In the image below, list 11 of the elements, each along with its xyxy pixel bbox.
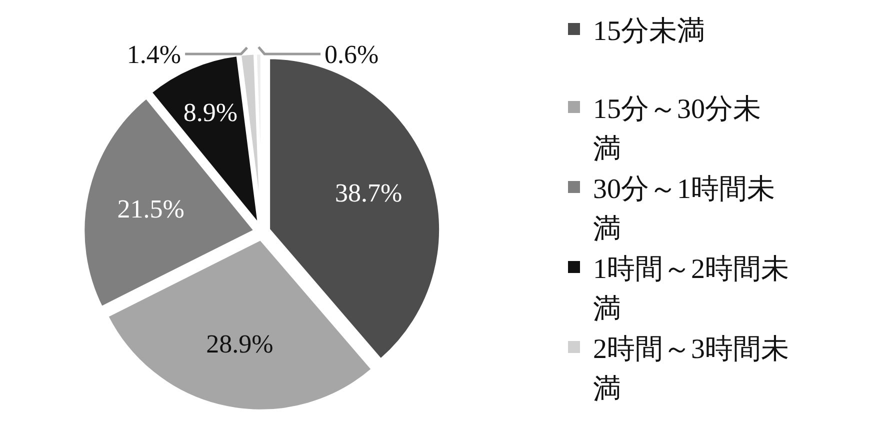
data-label: 1.4% (126, 40, 182, 69)
data-label: 0.6% (324, 40, 379, 69)
data-label: 8.9% (183, 98, 238, 127)
data-label: 21.5% (117, 194, 184, 224)
legend-label: 15分～30分未満 (593, 94, 761, 165)
legend-label: 30分～1時間未満 (593, 174, 775, 245)
legend-label: 15分未満 (593, 16, 705, 47)
legend-label: 2時間～3時間未満 (593, 334, 789, 405)
data-label: 28.9% (206, 329, 274, 358)
data-label: 38.7% (334, 178, 402, 208)
legend-label: 1時間～2時間未満 (593, 254, 789, 325)
